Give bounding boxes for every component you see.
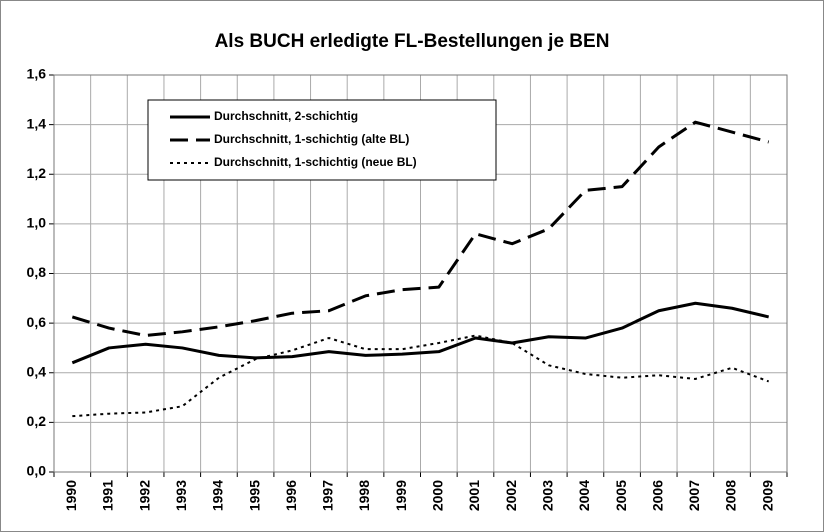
y-tick-label: 1,2 [27,165,47,181]
y-tick-label: 0,2 [27,413,47,429]
x-tick-label: 1995 [246,480,262,511]
y-tick-label: 0,0 [27,463,47,479]
x-tick-label: 2001 [466,480,482,511]
x-tick-label: 1999 [393,480,409,511]
x-tick-label: 2006 [649,480,665,511]
x-tick-label: 2000 [430,480,446,511]
legend-label: Durchschnitt, 2-schichtig [214,109,358,123]
legend-label: Durchschnitt, 1-schichtig (neue BL) [214,155,417,169]
x-tick-label: 1992 [136,480,152,511]
series-line [71,301,770,365]
x-tick-label: 2007 [686,480,702,511]
x-tick-label: 1990 [63,480,79,511]
x-tick-label: 1991 [100,480,116,511]
y-tick-label: 1,0 [27,215,47,231]
y-tick-label: 0,8 [27,264,47,280]
y-tick-label: 1,4 [27,115,47,131]
series-line [71,120,770,338]
x-tick-label: 1993 [173,480,189,511]
x-tick-label: 2005 [613,480,629,511]
x-tick-label: 2004 [576,480,592,511]
series-line [72,334,770,418]
x-tick-label: 2009 [759,480,775,511]
x-tick-label: 1996 [283,480,299,511]
y-tick-label: 1,6 [27,66,47,82]
y-tick-label: 0,4 [27,363,47,379]
x-tick-label: 1997 [320,480,336,511]
x-tick-label: 1998 [356,480,372,511]
plot-area [53,74,788,473]
y-tick-label: 0,6 [27,314,47,330]
legend-label: Durchschnitt, 1-schichtig (alte BL) [214,132,409,146]
x-tick-label: 2008 [723,480,739,511]
x-tick-label: 2003 [539,480,555,511]
chart-title: Als BUCH erledigte FL-Bestellungen je BE… [215,31,610,52]
x-tick-label: 1994 [210,480,226,511]
x-tick-label: 2002 [503,480,519,511]
